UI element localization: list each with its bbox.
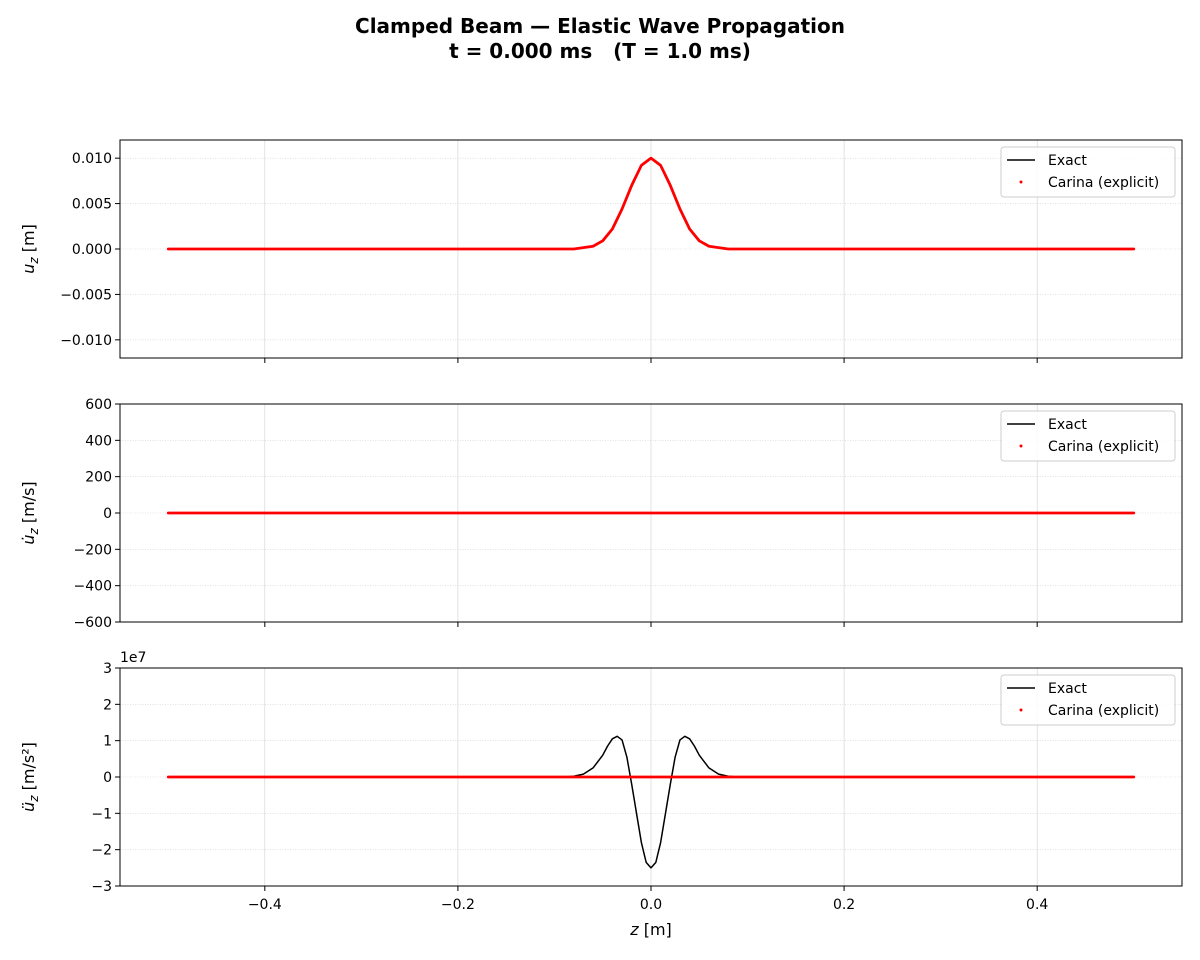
- x-tick-label: 0.4: [1026, 897, 1048, 913]
- axes-frame: [119, 667, 1183, 887]
- series-exact-line: [168, 735, 1134, 869]
- y-tick-label: 3: [103, 661, 112, 677]
- y-axis-label: üz [m/s²]: [19, 742, 41, 812]
- legend-carina-label: Carina (explicit): [1048, 439, 1159, 455]
- y-tick-label: −400: [74, 579, 112, 595]
- legend-carina-swatch: [1019, 444, 1023, 448]
- y-axis-label: u̇z [m/s]: [19, 481, 41, 544]
- legend-exact-label: Exact: [1048, 153, 1087, 169]
- displacement-panel: −0.010 −0.005 0.000 0.005 0.010 uz [m] Exact Ca…: [19, 139, 1183, 363]
- y-tick-label: 1: [103, 734, 112, 750]
- legend: Exact Carina (explicit): [1000, 146, 1176, 198]
- legend-box: [1000, 146, 1176, 198]
- legend-box: [1000, 410, 1176, 462]
- y-tick-label: −0.005: [60, 287, 112, 303]
- legend: Exact Carina (explicit): [1000, 410, 1176, 462]
- y-scale-label: 1e7: [120, 650, 146, 666]
- y-tick-label: 0.000: [72, 242, 112, 258]
- y-tick-label: −2: [91, 843, 112, 859]
- y-tick-label: 0.005: [72, 197, 112, 213]
- legend-exact-label: Exact: [1048, 417, 1087, 433]
- y-axis-label: uz [m]: [19, 224, 41, 274]
- y-tick-label: 0: [103, 770, 112, 786]
- legend: Exact Carina (explicit): [1000, 674, 1176, 726]
- x-tick-label: 0.0: [640, 897, 662, 913]
- legend-carina-label: Carina (explicit): [1048, 703, 1159, 719]
- y-tick-label: 600: [85, 397, 112, 413]
- y-tick-label: −600: [74, 615, 112, 631]
- acceleration-panel: −3 −2 −1 0 1 2 3 −0.4 −0.2 0.0 0.2 0.4 1e7 üz [m/s²] z…: [19, 650, 1183, 939]
- legend-box: [1000, 674, 1176, 726]
- y-tick-label: 0.010: [72, 151, 112, 167]
- legend-exact-label: Exact: [1048, 681, 1087, 697]
- axes-frame: [119, 139, 1183, 359]
- x-tick-label: 0.2: [833, 897, 855, 913]
- y-tick-label: 200: [85, 470, 112, 486]
- y-tick-label: −200: [74, 542, 112, 558]
- y-tick-label: 2: [103, 697, 112, 713]
- y-tick-label: 400: [85, 433, 112, 449]
- axes-frame: [119, 403, 1183, 623]
- velocity-panel: −600 −400 −200 0 200 400 600 u̇z [m/s] Exact Cari…: [19, 397, 1183, 631]
- y-tick-label: −1: [91, 806, 112, 822]
- figure-title-line1: Clamped Beam — Elastic Wave Propagation: [355, 14, 845, 38]
- legend-carina-label: Carina (explicit): [1048, 175, 1159, 191]
- x-tick-label: −0.4: [248, 897, 282, 913]
- y-tick-label: −3: [91, 879, 112, 895]
- series-carina-markers: [166, 156, 1136, 251]
- x-tick-label: −0.2: [441, 897, 475, 913]
- legend-carina-swatch: [1019, 708, 1023, 712]
- figure-title: Clamped Beam — Elastic Wave Propagation …: [0, 14, 1200, 64]
- figure-title-line2: t = 0.000 ms (T = 1.0 ms): [449, 39, 751, 63]
- y-tick-label: 0: [103, 506, 112, 522]
- legend-carina-swatch: [1019, 180, 1023, 184]
- y-tick-label: −0.010: [60, 333, 112, 349]
- x-axis-label: z [m]: [629, 920, 672, 939]
